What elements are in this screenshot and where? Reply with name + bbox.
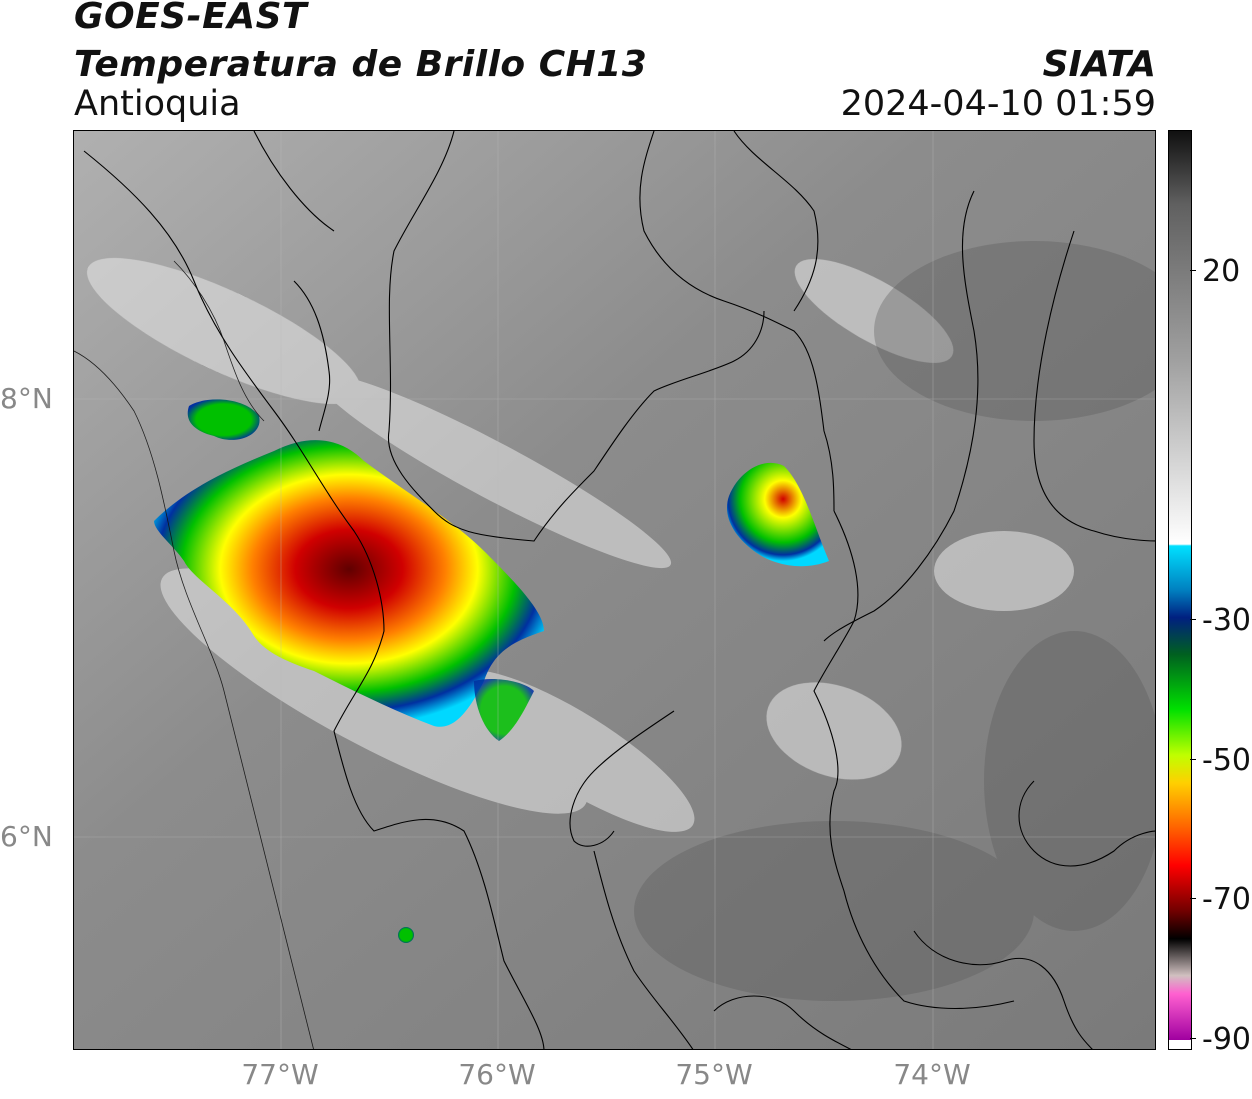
lon-label-74w: 74°W	[893, 1058, 971, 1091]
region-label: Antioquia	[74, 84, 241, 124]
timestamp-label: 2024-04-10 01:59	[840, 84, 1156, 124]
colorbar-tick	[1190, 619, 1196, 620]
colorbar-tick	[1190, 270, 1196, 271]
colorbar-label-minus70: -70	[1202, 882, 1251, 917]
graticule	[74, 131, 1155, 1049]
lon-label-76w: 76°W	[458, 1058, 536, 1091]
colorbar-tick	[1190, 898, 1196, 899]
colorbar-label-minus90: -90	[1202, 1022, 1251, 1057]
storm-south-dot	[398, 927, 414, 943]
map-canvas	[74, 131, 1155, 1049]
lon-label-75w: 75°W	[675, 1058, 753, 1091]
colorbar-label-minus50: -50	[1202, 743, 1251, 778]
colorbar-label-20: 20	[1202, 254, 1241, 289]
org-label: SIATA	[1042, 44, 1156, 85]
lat-label-6n: 6°N	[0, 820, 53, 853]
colorbar-label-minus30: -30	[1202, 603, 1251, 638]
coastline	[74, 260, 314, 1049]
colorbar-tick	[1190, 759, 1196, 760]
lat-label-8n: 8°N	[0, 382, 53, 415]
colorbar	[1168, 130, 1192, 1050]
storm-main	[154, 440, 544, 727]
satellite-title: GOES-EAST	[74, 0, 308, 37]
lon-label-77w: 77°W	[241, 1058, 319, 1091]
storm-east	[726, 462, 829, 567]
storm-small-north	[187, 399, 260, 440]
colorbar-tick	[1190, 1038, 1196, 1039]
product-title: Temperatura de Brillo CH13	[74, 44, 648, 85]
boundaries	[83, 131, 1155, 1049]
satellite-map[interactable]	[73, 130, 1156, 1050]
